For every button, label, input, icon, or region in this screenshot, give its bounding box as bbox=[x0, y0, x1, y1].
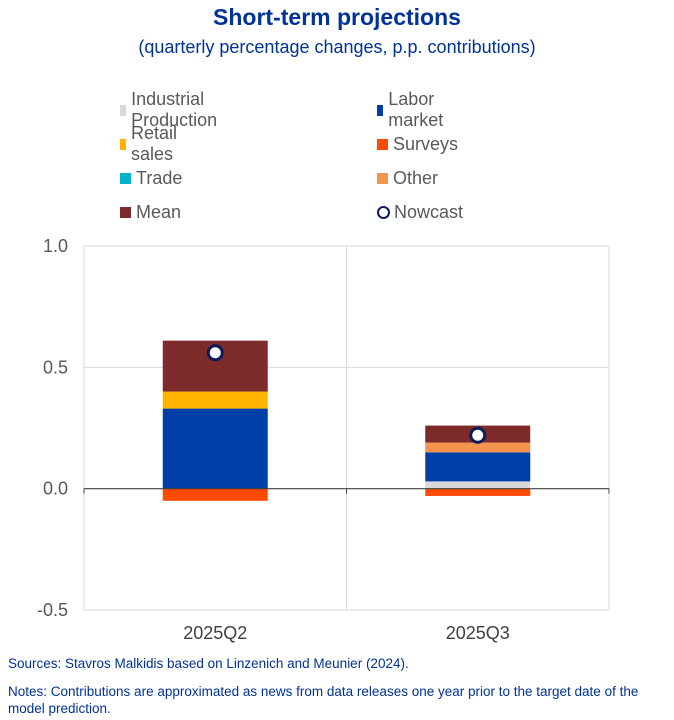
nowcast-marker-2025Q3 bbox=[469, 426, 487, 444]
bar-surveys-2025Q3 bbox=[425, 488, 531, 496]
legend-swatch-mean bbox=[120, 206, 131, 218]
legend-swatch-labor-market bbox=[377, 104, 384, 116]
x-tick-label-0: 2025Q2 bbox=[183, 623, 247, 643]
legend-item-other: Other bbox=[377, 167, 438, 189]
legend-item-nowcast: Nowcast bbox=[377, 201, 463, 223]
stacked-bar-chart: -0.5 0.0 0.5 1.0 2025Q2 2025Q3 bbox=[37, 236, 610, 643]
y-tick-label-3: 1.0 bbox=[43, 236, 68, 256]
y-tick-label-0: -0.5 bbox=[37, 600, 68, 620]
legend-item-surveys: Surveys bbox=[377, 133, 458, 155]
bar-retail-sales-2025Q2 bbox=[162, 391, 268, 409]
chart-subtitle: (quarterly percentage changes, p.p. cont… bbox=[138, 37, 536, 57]
legend-label-nowcast: Nowcast bbox=[394, 201, 464, 222]
legend-label-trade: Trade bbox=[136, 167, 183, 188]
legend-label-mean: Mean bbox=[136, 201, 182, 222]
sources-note: Sources: Stavros Malkidis based on Linze… bbox=[8, 656, 409, 671]
bar-surveys-2025Q2 bbox=[162, 488, 268, 501]
bar-labor-market-2025Q3 bbox=[425, 452, 531, 482]
nowcast-marker-2025Q2 bbox=[206, 344, 224, 362]
legend-swatch-surveys bbox=[377, 138, 388, 150]
legend-item-industrial-production: Industrial Production bbox=[120, 89, 222, 130]
notes-text: Notes: Contributions are approximated as… bbox=[8, 684, 639, 716]
y-tick-label-2: 0.5 bbox=[43, 357, 68, 377]
legend-label-industrial-production: Industrial Production bbox=[131, 89, 218, 130]
legend-swatch-trade bbox=[120, 172, 131, 184]
legend-label-retail-sales: Retail sales bbox=[131, 123, 178, 164]
legend-item-mean: Mean bbox=[120, 201, 181, 223]
bar-labor-market-2025Q2 bbox=[162, 408, 268, 489]
legend-label-labor-market: Labor market bbox=[388, 89, 444, 130]
legend-label-other: Other bbox=[393, 167, 439, 188]
legend-item-labor-market: Labor market bbox=[377, 89, 448, 130]
legend-swatch-retail-sales bbox=[120, 138, 127, 150]
y-tick-label-1: 0.0 bbox=[43, 479, 68, 499]
legend-label-surveys: Surveys bbox=[393, 133, 459, 154]
legend-item-trade: Trade bbox=[120, 167, 182, 189]
x-tick-label-1: 2025Q3 bbox=[446, 623, 510, 643]
legend-marker-nowcast bbox=[377, 205, 390, 219]
legend-item-retail-sales: Retail sales bbox=[120, 123, 182, 164]
chart-title: Short-term projections bbox=[213, 4, 461, 30]
bar-other-2025Q3 bbox=[425, 442, 531, 453]
bar-industrial-production-2025Q3 bbox=[425, 481, 531, 489]
legend-swatch-industrial-production bbox=[120, 104, 127, 116]
legend-swatch-other bbox=[377, 172, 388, 184]
